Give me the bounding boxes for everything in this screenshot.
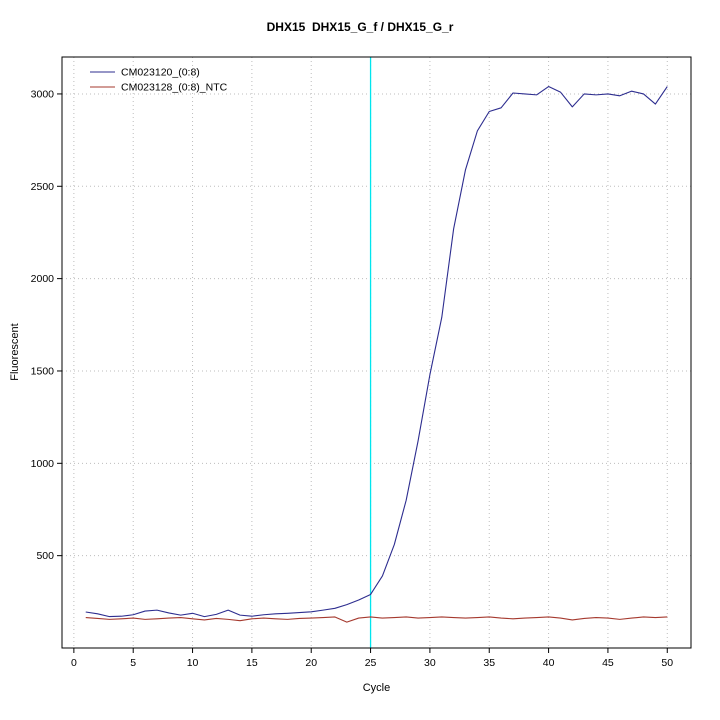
y-axis-label: Fluorescent xyxy=(9,323,21,381)
y-tick-label: 1000 xyxy=(31,458,55,470)
x-tick-label: 10 xyxy=(187,657,199,669)
x-tick-label: 50 xyxy=(661,657,673,669)
legend-label: CM023120_(0:8) xyxy=(121,67,200,79)
legend-label: CM023128_(0:8)_NTC xyxy=(121,82,228,94)
x-tick-label: 20 xyxy=(305,657,317,669)
x-tick-label: 45 xyxy=(602,657,614,669)
y-tick-label: 2000 xyxy=(31,273,55,285)
x-tick-label: 40 xyxy=(543,657,555,669)
x-tick-label: 30 xyxy=(424,657,436,669)
x-tick-label: 5 xyxy=(130,657,136,669)
y-tick-label: 2500 xyxy=(31,181,55,193)
y-tick-label: 3000 xyxy=(31,88,55,100)
chart-title: DHX15 DHX15_G_f / DHX15_G_r xyxy=(266,20,454,34)
y-tick-label: 1500 xyxy=(31,365,55,377)
x-tick-label: 15 xyxy=(246,657,258,669)
x-tick-label: 25 xyxy=(365,657,377,669)
plot-border xyxy=(61,56,692,649)
series-line-1 xyxy=(85,616,668,623)
x-axis-label: Cycle xyxy=(362,682,391,694)
x-tick-label: 35 xyxy=(483,657,495,669)
series-line-0 xyxy=(85,86,668,618)
y-tick-label: 500 xyxy=(36,550,54,562)
x-tick-label: 0 xyxy=(71,657,77,669)
